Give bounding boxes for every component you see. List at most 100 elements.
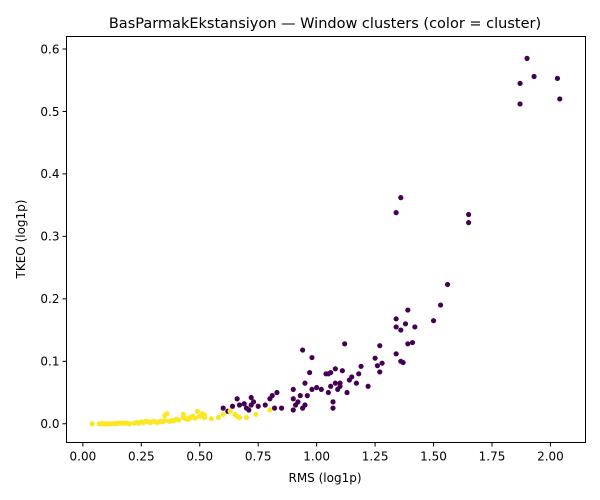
x-tick-label: 0.00 [70, 450, 97, 464]
point-cluster-1 [253, 411, 259, 417]
point-cluster-1 [243, 414, 250, 421]
point-cluster-0 [405, 307, 411, 313]
y-tick-label: 0.1 [40, 355, 59, 369]
point-cluster-0 [398, 327, 404, 333]
plot-frame [66, 36, 586, 443]
point-cluster-0 [344, 389, 350, 396]
point-cluster-0 [342, 341, 348, 347]
point-cluster-1 [194, 408, 201, 414]
y-tick-label: 0.3 [40, 230, 59, 244]
point-cluster-0 [517, 101, 523, 107]
y-axis-ticks: 0.0 0.1 0.2 0.3 0.4 0.5 0.6 [40, 42, 67, 431]
x-tick-label: 0.25 [128, 450, 155, 464]
point-cluster-0 [409, 339, 416, 346]
point-cluster-0 [307, 369, 313, 376]
point-cluster-0 [290, 407, 296, 413]
point-cluster-0 [290, 386, 296, 393]
point-cluster-0 [250, 399, 257, 405]
point-cluster-0 [332, 380, 338, 386]
point-cluster-0 [248, 394, 254, 401]
x-tick-label: 1.00 [303, 450, 330, 464]
point-cluster-1 [215, 414, 222, 421]
x-tick-label: 0.50 [186, 450, 213, 464]
x-tick-label: 0.75 [245, 450, 272, 464]
x-tick-label: 1.25 [362, 450, 389, 464]
point-cluster-0 [241, 401, 247, 407]
point-cluster-0 [328, 369, 334, 376]
point-cluster-1 [227, 408, 233, 414]
y-axis-label: TKEO (log1p) [14, 200, 28, 280]
point-cluster-0 [356, 371, 362, 377]
point-cluster-0 [393, 210, 399, 216]
point-cluster-0 [309, 354, 315, 361]
point-cluster-0 [300, 347, 306, 353]
point-cluster-0 [274, 389, 280, 396]
point-cluster-0 [400, 359, 406, 366]
point-cluster-0 [412, 324, 418, 330]
point-cluster-0 [269, 393, 275, 399]
y-tick-label: 0.6 [40, 42, 59, 56]
point-cluster-0 [332, 366, 338, 372]
x-tick-label: 2.00 [537, 450, 564, 464]
point-cluster-0 [234, 396, 240, 402]
point-cluster-1 [162, 418, 168, 424]
point-cluster-0 [246, 407, 252, 413]
point-cluster-0 [430, 318, 437, 324]
point-cluster-0 [328, 383, 334, 389]
point-cluster-1 [236, 414, 243, 421]
point-cluster-1 [220, 411, 226, 417]
point-cluster-0 [302, 402, 308, 408]
point-cluster-0 [236, 402, 243, 408]
point-cluster-0 [271, 405, 278, 411]
point-cluster-1 [208, 416, 215, 422]
point-cluster-1 [164, 411, 170, 417]
point-cluster-0 [531, 73, 537, 80]
point-cluster-1 [192, 415, 198, 421]
point-cluster-0 [330, 405, 336, 411]
y-tick-label: 0.2 [40, 292, 59, 306]
point-cluster-0 [295, 399, 301, 405]
y-tick-label: 0.5 [40, 105, 59, 119]
data-points [89, 55, 563, 427]
x-axis-ticks: 0.00 0.25 0.50 0.75 1.00 1.25 1.50 1.75 2.00 [70, 442, 564, 464]
point-cluster-1 [127, 421, 133, 427]
point-cluster-0 [339, 368, 345, 374]
point-cluster-0 [466, 211, 472, 218]
point-cluster-0 [325, 389, 331, 396]
point-cluster-0 [255, 403, 261, 409]
point-cluster-0 [302, 380, 308, 386]
point-cluster-0 [229, 403, 236, 409]
chart-title: BasParmakEkstansiyon — Window clusters (… [109, 16, 541, 32]
y-tick-label: 0.4 [40, 167, 59, 181]
point-cluster-0 [554, 75, 561, 81]
point-cluster-0 [314, 384, 320, 391]
point-cluster-0 [349, 374, 355, 380]
point-cluster-0 [466, 220, 472, 226]
point-cluster-0 [437, 302, 444, 308]
point-cluster-0 [393, 351, 399, 357]
point-cluster-0 [517, 80, 523, 86]
point-cluster-0 [337, 380, 343, 386]
point-cluster-0 [402, 321, 409, 327]
point-cluster-0 [304, 393, 310, 399]
point-cluster-0 [330, 399, 336, 405]
point-cluster-0 [444, 281, 451, 288]
point-cluster-1 [201, 414, 208, 421]
point-cluster-0 [377, 343, 383, 349]
point-cluster-0 [297, 393, 303, 399]
point-cluster-0 [262, 402, 268, 408]
x-axis-label: RMS (log1p) [288, 471, 361, 485]
point-cluster-0 [393, 324, 399, 330]
point-cluster-0 [290, 396, 296, 402]
point-cluster-0 [393, 316, 399, 322]
point-cluster-1 [180, 411, 186, 417]
point-cluster-0 [365, 383, 371, 389]
point-cluster-0 [353, 380, 359, 386]
y-tick-label: 0.0 [40, 417, 59, 431]
x-tick-label: 1.50 [420, 450, 447, 464]
point-cluster-0 [524, 55, 530, 61]
point-cluster-0 [374, 363, 381, 369]
point-cluster-0 [379, 360, 385, 366]
point-cluster-0 [377, 369, 383, 375]
